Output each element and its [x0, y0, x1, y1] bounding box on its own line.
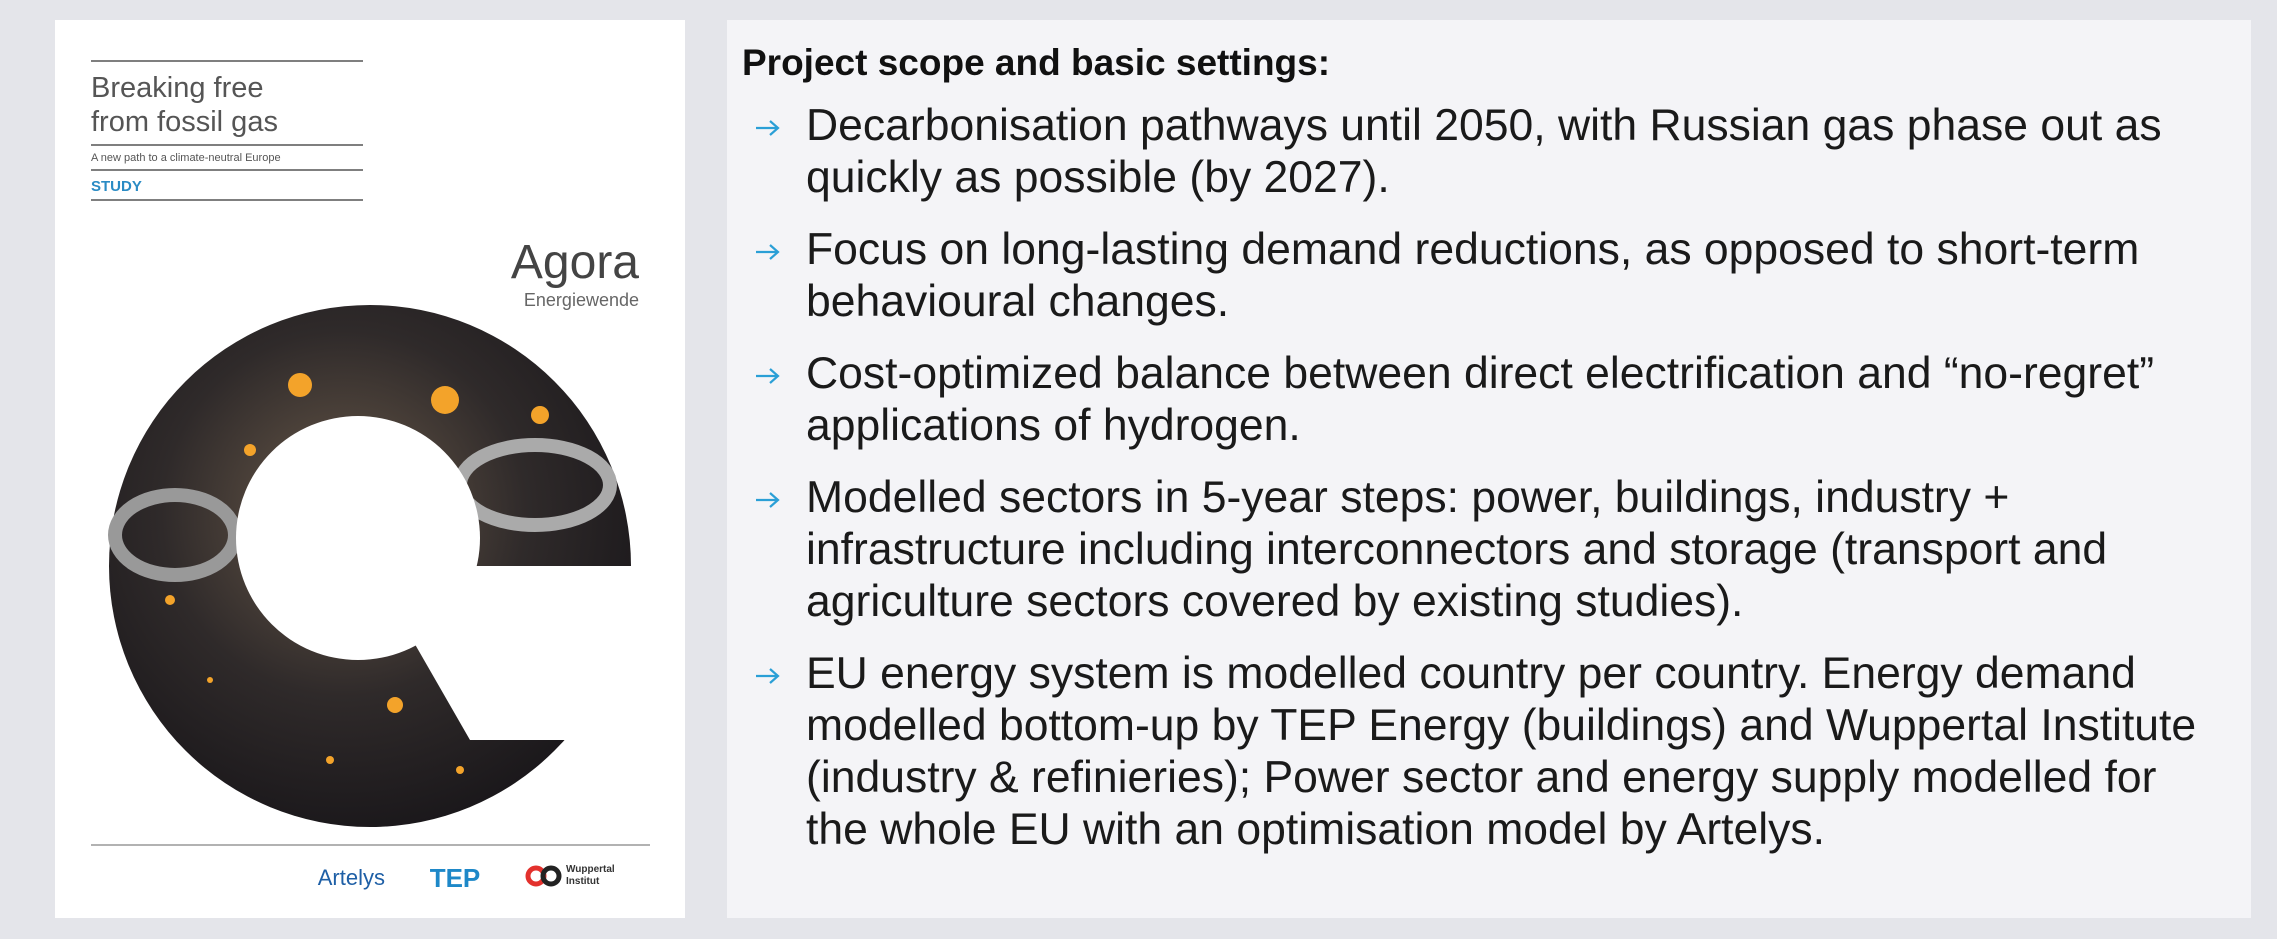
bullet: Cost-optimized balance between direct el… [742, 348, 2226, 452]
cover-subtitle: A new path to a climate-neutral Europe [91, 152, 281, 164]
bullet-text: Modelled sectors in 5-year steps: power,… [806, 473, 2107, 626]
bullet-text: Focus on long-lasting demand reductions,… [806, 225, 2139, 326]
bullet-arrow [754, 116, 782, 140]
bullet-text: Cost-optimized balance between direct el… [806, 349, 2154, 450]
content-panel: Project scope and basic settings: Decarb… [727, 20, 2251, 918]
bullet-list: Decarbonisation pathways until 2050, wit… [742, 100, 2251, 856]
cover-title: from fossil gas [91, 106, 278, 138]
cover: Breaking free from fossil gas A new path… [0, 0, 700, 939]
cover-title: Breaking free [91, 72, 264, 104]
brand-sub: Energiewende [524, 290, 639, 310]
heading: Project scope and basic settings: [742, 42, 2251, 84]
bullet-text: EU energy system is modelled country per… [806, 649, 2196, 854]
cover-label: STUDY [91, 178, 142, 195]
bullet: Modelled sectors in 5-year steps: power,… [742, 472, 2226, 628]
page: {"cover": {"title_lines": ["Breaking fre… [0, 0, 2277, 939]
bullet: Decarbonisation pathways until 2050, wit… [742, 100, 2226, 204]
cover-image [109, 305, 631, 827]
bullet-arrow [754, 364, 782, 388]
bullet: Focus on long-lasting demand reductions,… [742, 224, 2226, 328]
partner-logo: Wuppertal [566, 864, 615, 875]
bullet: EU energy system is modelled country per… [742, 648, 2226, 856]
partner-logo: TEP [430, 863, 481, 893]
bullet-text: Decarbonisation pathways until 2050, wit… [806, 101, 2162, 202]
bullet-arrow [754, 488, 782, 512]
partner-logo: Artelys [318, 865, 385, 890]
bullet-arrow [754, 664, 782, 688]
bullet-arrow [754, 240, 782, 264]
brand: Agora [511, 236, 639, 289]
partner-logo: Institut [566, 876, 600, 887]
